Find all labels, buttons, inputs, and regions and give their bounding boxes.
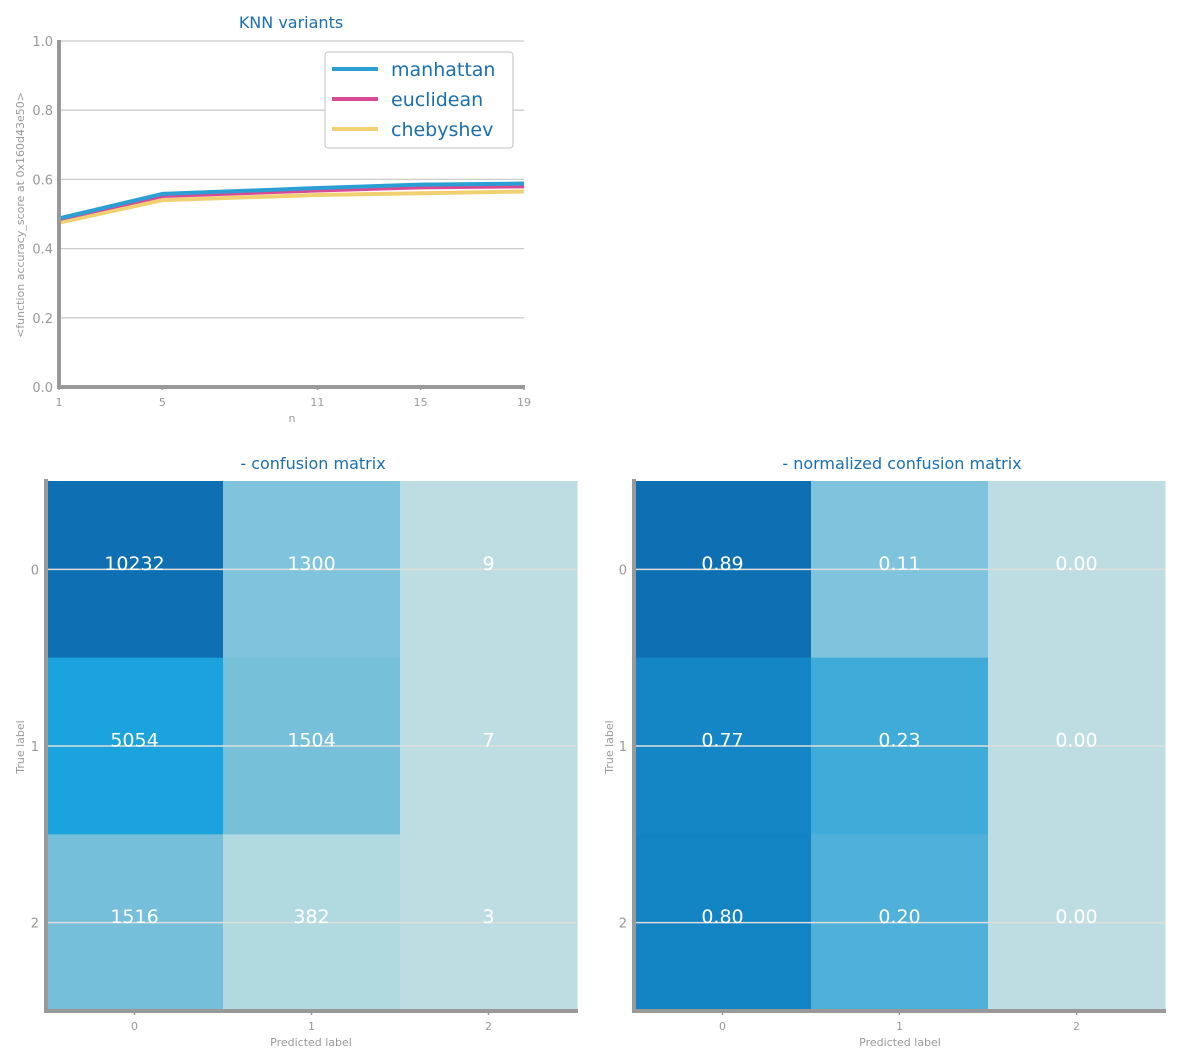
- series-line-chebyshev: [58, 189, 525, 225]
- x-tick-label: 5: [159, 396, 166, 409]
- x-tick-label: 2: [485, 1020, 492, 1033]
- x-tick-label: 1: [56, 396, 63, 409]
- cell-value-label: 382: [293, 906, 329, 928]
- line-chart-x-ticks: 1 5 11 15 19: [56, 385, 531, 409]
- line-chart-y-label: <function accuracy_score at 0x160d43e50>: [14, 92, 27, 338]
- cell-value-label: 0.00: [1055, 730, 1097, 752]
- cell-value-label: 5054: [110, 730, 158, 752]
- cell-value-label: 1516: [110, 906, 158, 928]
- confusion-matrix-title: - confusion matrix: [240, 454, 385, 473]
- series-line-manhattan: [58, 181, 525, 221]
- x-tick-label: 11: [310, 396, 324, 409]
- legend-box: [324, 51, 514, 149]
- y-tick-label: 0.8: [32, 104, 53, 119]
- normalized-confusion-matrix-y-label: True label: [603, 720, 616, 774]
- cell-value-label: 0.80: [701, 906, 743, 928]
- x-tick-label: 19: [517, 396, 531, 409]
- cell-value-label: 3: [482, 906, 494, 928]
- y-tick-label: 0.4: [32, 243, 53, 258]
- normalized-confusion-matrix-x-label: Predicted label: [859, 1036, 941, 1049]
- x-tick-label: 1: [308, 1020, 315, 1033]
- y-tick-label: 0.2: [32, 312, 53, 327]
- y-tick-label: 2: [31, 917, 39, 932]
- legend-label-chebyshev: chebyshev: [391, 119, 493, 141]
- y-tick-label: 1: [31, 740, 39, 755]
- line-chart-series: [58, 181, 525, 225]
- normalized-confusion-matrix-chart: - normalized confusion matrix 0.89 0.11 0.…: [603, 454, 1166, 1049]
- cell-value-label: 0.20: [878, 906, 920, 928]
- cell-value-label: 10232: [104, 553, 164, 575]
- y-tick-label: 0: [619, 563, 627, 578]
- cell-value-label: 0.89: [701, 553, 743, 575]
- line-chart-legend: manhattan euclidean chebyshev: [324, 51, 514, 149]
- x-tick-label: 1: [896, 1020, 903, 1033]
- legend-label-manhattan: manhattan: [391, 59, 495, 81]
- line-chart-title: KNN variants: [239, 13, 343, 32]
- cell-value-label: 0.77: [701, 730, 743, 752]
- cell-value-label: 1504: [287, 730, 335, 752]
- cell-value-label: 0.00: [1055, 906, 1097, 928]
- confusion-matrix-cells: 10232 1300 9 5054 1504 7 1516 382 3: [46, 481, 578, 1012]
- cell-value-label: 0.23: [878, 730, 920, 752]
- cell-value-label: 7: [482, 730, 494, 752]
- x-tick-label: 2: [1073, 1020, 1080, 1033]
- knn-line-chart: KNN variants 0.00.20.40.60.81.0 1 5 11 15 19…: [14, 13, 531, 425]
- line-chart-x-label: n: [289, 412, 296, 425]
- y-tick-label: 0.6: [32, 173, 53, 188]
- normalized-confusion-matrix-title: - normalized confusion matrix: [782, 454, 1021, 473]
- legend-label-euclidean: euclidean: [391, 89, 483, 111]
- y-tick-label: 2: [619, 917, 627, 932]
- x-tick-label: 0: [719, 1020, 726, 1033]
- confusion-matrix-y-label: True label: [14, 720, 27, 774]
- cell-value-label: 9: [482, 553, 494, 575]
- confusion-matrix-x-label: Predicted label: [270, 1036, 352, 1049]
- normalized-confusion-matrix-cells: 0.89 0.11 0.00 0.77 0.23 0.00 0.80 0.20 0.00: [634, 481, 1166, 1012]
- cell-value-label: 0.00: [1055, 553, 1097, 575]
- y-tick-label: 1.0: [32, 35, 53, 50]
- y-tick-label: 0: [31, 563, 39, 578]
- line-chart-y-ticks: 0.0 0.2 0.4 0.6 0.8 1.0: [32, 35, 53, 396]
- x-tick-label: 15: [414, 396, 428, 409]
- y-tick-label: 1: [619, 740, 627, 755]
- cell-value-label: 0.11: [878, 553, 920, 575]
- y-tick-label: 0.0: [32, 381, 53, 396]
- cell-value-label: 1300: [287, 553, 335, 575]
- x-tick-label: 0: [131, 1020, 138, 1033]
